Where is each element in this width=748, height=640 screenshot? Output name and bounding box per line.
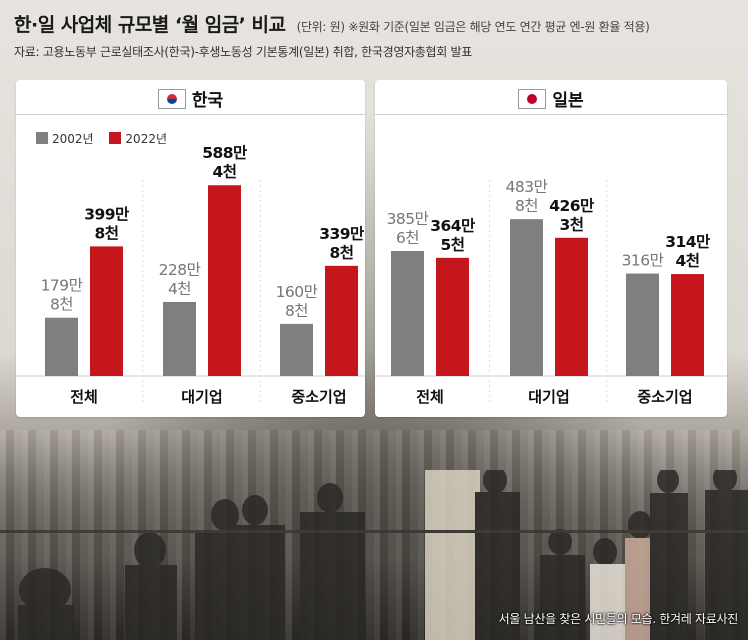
- data-label: 3천: [559, 216, 583, 234]
- data-label: 364만: [430, 217, 476, 235]
- unit-note: (단위: 원) ※원화 기준(일본 임금은 해당 연도 연간 평균 엔-원 환율…: [296, 20, 650, 34]
- panel-divider: [16, 114, 365, 115]
- bar-2022년-대기업: [208, 185, 241, 376]
- bar-2022년-대기업: [555, 237, 588, 376]
- legend-swatch-2002: [36, 132, 48, 144]
- photo-caption: 서울 남산을 찾은 시민들의 모습. 한겨레 자료사진: [498, 612, 739, 626]
- legend-item-2002: 2002년: [36, 130, 94, 147]
- bar-2022년-전체: [436, 257, 469, 376]
- category-label: 대기업: [528, 388, 569, 406]
- data-label: 483만: [506, 178, 548, 196]
- data-label: 588만: [202, 144, 248, 162]
- crowd-silhouettes: [0, 470, 748, 640]
- data-label: 6천: [396, 229, 419, 247]
- japan-flag-icon: [518, 89, 547, 109]
- bar-2022년-전체: [90, 246, 123, 376]
- data-label: 8천: [94, 224, 118, 242]
- data-label: 228만: [159, 261, 201, 279]
- page-title: 한·일 사업체 규모별 ‘월 임금’ 비교: [14, 14, 286, 36]
- legend-item-2022: 2022년: [109, 130, 167, 147]
- japan-title-text: 일본: [552, 91, 584, 111]
- legend-label-2022: 2022년: [125, 132, 168, 146]
- category-label: 전체: [416, 388, 444, 406]
- category-label: 대기업: [181, 388, 222, 406]
- panel-divider: [375, 114, 727, 115]
- korea-chart: 179만8천399만8천전체228만4천588만4천대기업160만8천339만8…: [16, 144, 365, 406]
- data-label: 160만: [276, 283, 318, 301]
- korea-panel-title: 한국: [16, 86, 365, 111]
- header: 한·일 사업체 규모별 ‘월 임금’ 비교 (단위: 원) ※원화 기준(일본 …: [14, 10, 739, 60]
- legend-swatch-2022: [109, 132, 122, 144]
- bar-2002년-대기업: [163, 301, 196, 376]
- data-label: 179만: [41, 277, 83, 295]
- bar-2022년-중소기업: [325, 265, 358, 376]
- legend-label-2002: 2002년: [52, 132, 94, 146]
- data-label: 8천: [285, 302, 308, 320]
- data-label: 4천: [675, 252, 699, 270]
- category-label: 중소기업: [291, 388, 346, 406]
- data-label: 339만: [319, 225, 365, 243]
- korea-title-text: 한국: [191, 91, 224, 111]
- data-label: 4천: [212, 163, 236, 181]
- category-label: 전체: [70, 388, 98, 406]
- data-label: 5천: [440, 236, 464, 254]
- data-label: 314만: [665, 233, 711, 251]
- bar-2022년-중소기업: [671, 274, 704, 376]
- source-line: 자료: 고용노동부 근로실태조사(한국)-후생노동성 기본통계(일본) 취합, …: [14, 45, 473, 59]
- data-label: 8천: [329, 244, 353, 262]
- japan-panel-title: 일본: [375, 86, 727, 111]
- korea-panel: 한국 2002년 2022년 179만 8천 399만 8천 전체 228만 4천 588만 4…: [16, 80, 365, 417]
- bar-2002년-전체: [45, 317, 78, 376]
- data-label: 399만: [84, 205, 130, 223]
- data-label: 426만: [549, 197, 595, 215]
- korea-flag-icon: [157, 89, 186, 109]
- bar-2002년-중소기업: [280, 323, 313, 376]
- category-label: 중소기업: [637, 388, 692, 406]
- data-label: 8천: [50, 296, 73, 314]
- data-label: 316만: [622, 252, 664, 270]
- legend: 2002년 2022년: [36, 130, 179, 147]
- bar-2002년-대기업: [510, 219, 543, 376]
- data-label: 385만: [387, 210, 429, 228]
- bar-2002년-중소기업: [626, 273, 659, 376]
- bar-2002년-전체: [391, 250, 424, 376]
- data-label: 4천: [168, 280, 191, 298]
- data-label: 8천: [515, 197, 538, 215]
